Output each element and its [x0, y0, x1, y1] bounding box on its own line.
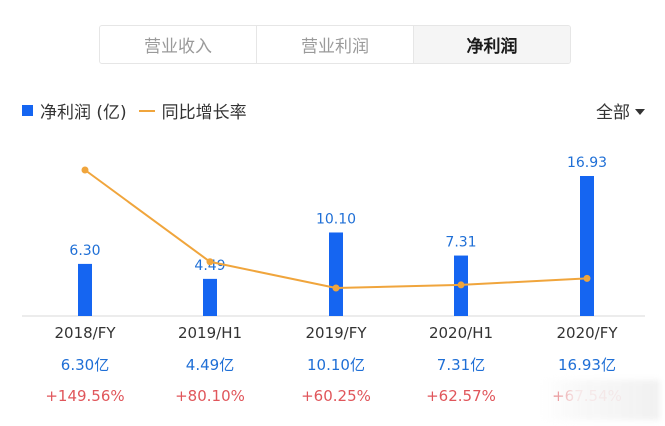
- net-profit-value: 16.93亿: [558, 356, 616, 374]
- line-swatch-icon: [138, 109, 155, 112]
- watermark-blur: [540, 380, 660, 420]
- growth-rate-value: +62.57%: [426, 387, 496, 405]
- net-profit-value: 6.30亿: [61, 356, 109, 374]
- growth-rate-value: +60.25%: [301, 387, 371, 405]
- legend-label-net-profit: 净利润 (亿): [40, 103, 127, 123]
- growth-rate-value: +149.56%: [45, 387, 124, 405]
- x-tick-label: 2019/FY: [305, 324, 367, 342]
- growth-rate-point: [457, 281, 465, 289]
- growth-rate-point: [206, 258, 214, 266]
- tab-revenue[interactable]: 营业收入: [100, 26, 257, 63]
- legend-item-growth-rate[interactable]: 同比增长率: [138, 98, 247, 123]
- bar: [203, 278, 217, 316]
- net-profit-value: 10.10亿: [307, 356, 365, 374]
- growth-rate-point: [583, 274, 591, 282]
- x-tick-label: 2020/FY: [556, 324, 618, 342]
- bar: [329, 232, 343, 316]
- growth-rate-point: [81, 166, 89, 174]
- period-filter-dropdown[interactable]: 全部: [596, 98, 645, 123]
- period-filter-label: 全部: [596, 103, 630, 123]
- bar-value-label: 6.30: [69, 243, 100, 259]
- tab-net-profit[interactable]: 净利润: [414, 26, 570, 63]
- chart-legend: 净利润 (亿) 同比增长率: [22, 98, 259, 123]
- caret-down-icon: [635, 108, 645, 115]
- bar-value-label: 10.10: [316, 211, 356, 227]
- growth-rate-value: +80.10%: [175, 387, 245, 405]
- bar-value-label: 4.49: [194, 258, 225, 274]
- net-profit-value: 7.31亿: [437, 356, 485, 374]
- net-profit-value: 4.49亿: [186, 356, 234, 374]
- legend-label-growth-rate: 同比增长率: [161, 103, 247, 123]
- metric-tabs: 营业收入 营业利润 净利润: [99, 25, 571, 64]
- tab-operating-profit[interactable]: 营业利润: [257, 26, 414, 63]
- bar-value-label: 7.31: [445, 235, 476, 251]
- x-tick-label: 2020/H1: [429, 324, 493, 342]
- growth-rate-point: [332, 284, 340, 292]
- bar: [580, 176, 594, 316]
- x-tick-label: 2019/H1: [178, 324, 242, 342]
- legend-item-net-profit[interactable]: 净利润 (亿): [22, 98, 127, 123]
- bar-value-label: 16.93: [567, 155, 607, 171]
- bar-swatch-icon: [22, 105, 33, 116]
- x-tick-label: 2018/FY: [54, 324, 116, 342]
- bar: [78, 263, 92, 316]
